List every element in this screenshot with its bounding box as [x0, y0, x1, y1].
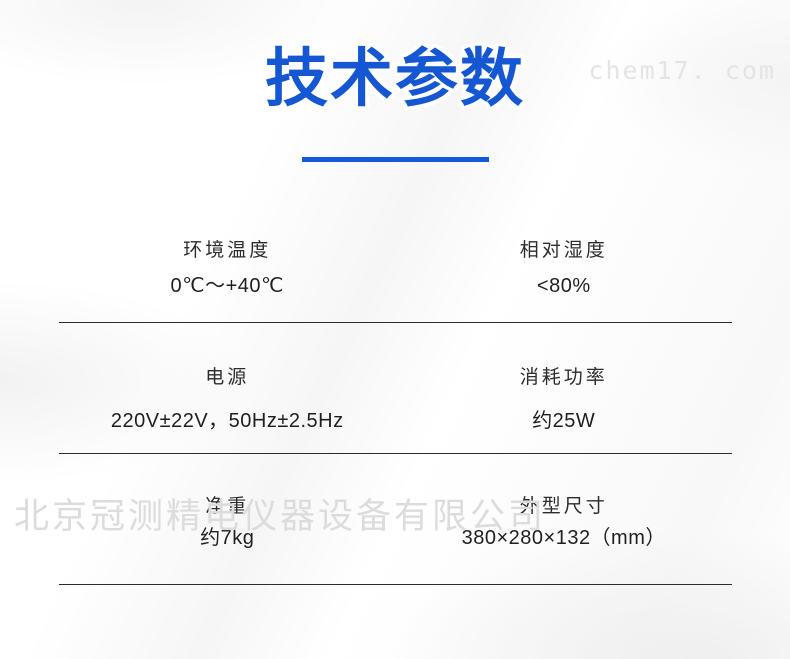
spec-label: 外型尺寸 [519, 495, 608, 517]
spec-cell-power-consumption: 消耗功率 约25W [396, 365, 733, 435]
page-title: 技术参数 [265, 44, 525, 114]
spec-cell-power-supply: 电源 220V±22V，50Hz±2.5Hz [59, 365, 396, 435]
title-underline [301, 156, 489, 162]
spec-value: 220V±22V，50Hz±2.5Hz [110, 409, 344, 432]
spec-cell-dimensions: 外型尺寸 380×280×132（mm） [396, 494, 733, 552]
spec-label: 环境温度 [183, 239, 272, 261]
site-watermark: chem17. com [588, 56, 776, 85]
spec-value: 约25W [532, 409, 596, 432]
spec-table: 环境温度 0℃～+40℃ 相对湿度 <80% 电源 220V±22V，50Hz±… [59, 238, 732, 585]
spec-row-environment: 环境温度 0℃～+40℃ 相对湿度 <80% [59, 238, 732, 323]
spec-label: 消耗功率 [519, 366, 608, 388]
spec-cell-relative-humidity: 相对湿度 <80% [396, 238, 733, 300]
spec-value: <80% [536, 274, 591, 297]
spec-value: 约7kg [200, 526, 255, 549]
spec-value: 380×280×132（mm） [461, 526, 666, 549]
spec-label: 相对湿度 [519, 239, 608, 261]
spec-cell-ambient-temperature: 环境温度 0℃～+40℃ [59, 238, 396, 300]
spec-cell-net-weight: 净重 约7kg [59, 494, 396, 552]
spec-label: 电源 [205, 366, 250, 388]
spec-label: 净重 [205, 495, 250, 517]
spec-row-physical: 净重 约7kg 外型尺寸 380×280×132（mm） [59, 454, 732, 585]
spec-row-power: 电源 220V±22V，50Hz±2.5Hz 消耗功率 约25W [59, 323, 732, 454]
spec-value: 0℃～+40℃ [170, 274, 284, 297]
